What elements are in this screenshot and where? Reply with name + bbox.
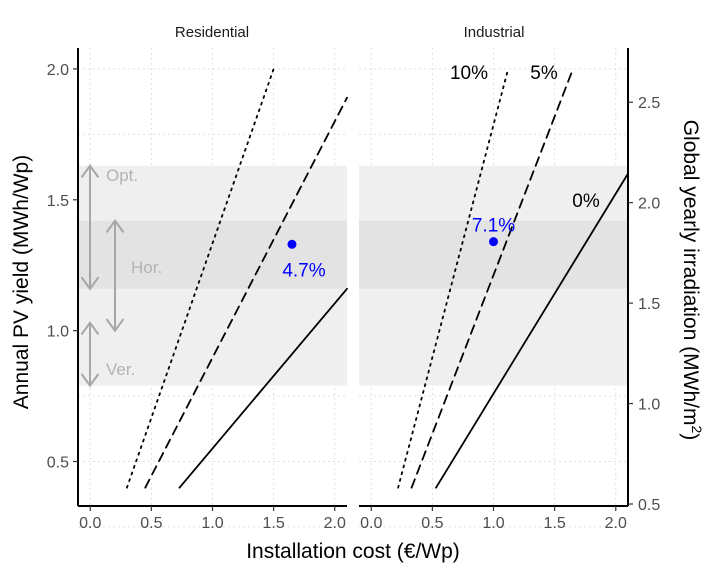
y-axis-title: Annual PV yield (MWh/Wp) [10, 155, 33, 409]
x-tick-label: 1.0 [482, 515, 504, 532]
y-tick-label: 1.5 [47, 193, 69, 210]
y2-axis-title-superscript: 2 [689, 425, 705, 433]
y2-axis-title-main: Global yearly irradiation (MWh/m [679, 120, 702, 426]
x-tick-label: 2.0 [324, 515, 346, 532]
panel-industrial: 7.1% 10% 5% 0% [359, 48, 629, 528]
data-point [489, 237, 498, 247]
data-point-label: 4.7% [282, 260, 325, 281]
y-tick-label: 0.5 [47, 455, 69, 472]
arrow-ver-head-top [81, 321, 99, 335]
arrow-opt-head-bottom [81, 276, 99, 291]
band-ver [359, 322, 628, 386]
band-label-hor: Hor. [131, 258, 162, 277]
x-tick-label: 1.5 [544, 515, 566, 532]
line-label-10pct: 10% [450, 63, 488, 84]
line-label-0pct: 0% [572, 191, 600, 212]
y2-axis-title-end: ) [679, 433, 702, 440]
x-tick-label: 1.0 [201, 515, 223, 532]
arrow-opt-head-top [81, 164, 99, 178]
x-axis-title: Installation cost (€/Wp) [246, 540, 460, 563]
y2-tick-label: 1.5 [638, 296, 660, 313]
series-line-solid [178, 287, 348, 489]
arrow-opt [81, 164, 99, 291]
arrow-hor-head-bottom [106, 318, 124, 333]
facet-title-residential: Residential [175, 24, 249, 41]
y2-tick-label: 1.0 [638, 397, 660, 414]
data-point-label: 7.1% [472, 216, 515, 237]
gridlines [359, 48, 628, 528]
x-tick-label: 0.5 [421, 515, 443, 532]
line-label-5pct: 5% [530, 63, 558, 84]
band-ver [78, 322, 347, 386]
arrow-hor [106, 219, 124, 333]
series-line-solid [435, 172, 629, 489]
y-tick-label: 2.0 [47, 62, 69, 79]
band-label-ver: Ver. [106, 360, 135, 379]
x-tick-label: 1.5 [263, 515, 285, 532]
x-tick-label: 0.0 [79, 515, 101, 532]
series-line-dotted [397, 68, 510, 489]
series-line-dashed [410, 68, 574, 489]
x-tick-label: 2.0 [605, 515, 627, 532]
series-line-dashed [144, 96, 348, 489]
y2-tick-label: 0.5 [638, 497, 660, 514]
gridlines [78, 48, 347, 528]
panel-residential: 4.7% Opt. Hor. Ver. [78, 48, 348, 528]
y-tick-label: 1.0 [47, 324, 69, 341]
data-point [287, 239, 297, 249]
y2-tick-label: 2.5 [638, 95, 660, 112]
arrow-hor-head-top [106, 219, 124, 233]
x-tick-label: 0.5 [140, 515, 162, 532]
band-label-opt: Opt. [106, 166, 138, 185]
facet-title-industrial: Industrial [464, 24, 525, 41]
axes: 0.0 0.5 1.0 1.5 2.0 0.0 0.5 1.0 1.5 2.0 0.5 1.0 1.5 2… [47, 48, 660, 532]
y2-axis-title: Global yearly irradiation (MWh/m2) [679, 120, 705, 441]
arrow-ver-head-bottom [81, 373, 99, 388]
y2-tick-label: 2.0 [638, 196, 660, 213]
x-tick-label: 0.0 [360, 515, 382, 532]
arrow-ver [81, 321, 99, 388]
